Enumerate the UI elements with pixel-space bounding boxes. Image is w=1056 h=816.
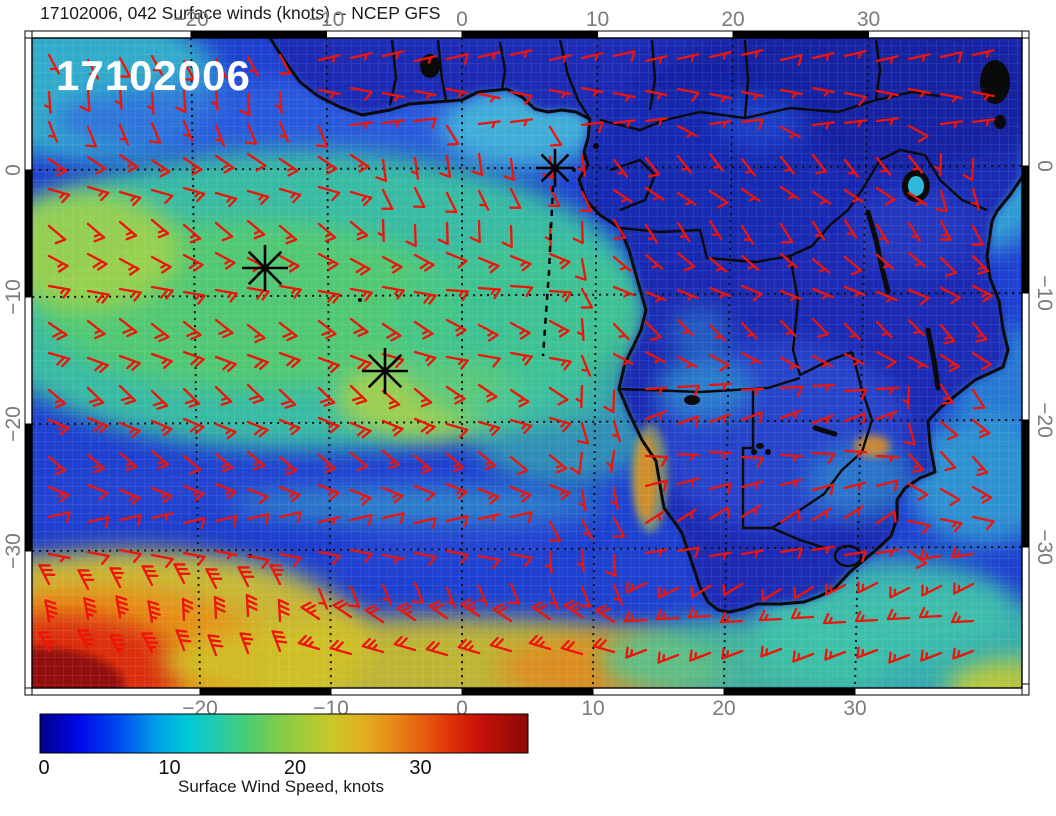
colorbar: 0 10 20 30 Surface Wind Speed, knots bbox=[38, 713, 529, 796]
axis-tick-label: 20 bbox=[712, 697, 735, 720]
axis-tick-label: 10 bbox=[581, 697, 604, 720]
waypoint-marker bbox=[362, 348, 408, 394]
axis-tick-label: 0 bbox=[456, 8, 468, 31]
plot-title: 17102006, 042 Surface winds (knots) -- N… bbox=[40, 3, 440, 23]
wind-barbs-layer bbox=[37, 49, 995, 664]
axis-tick-label: 30 bbox=[857, 8, 880, 31]
axis-tick-label: 30 bbox=[843, 697, 866, 720]
route-track-layer bbox=[541, 185, 555, 357]
axis-tick-label: 20 bbox=[721, 8, 744, 31]
axis-tick-label: 0 bbox=[1033, 160, 1056, 172]
lakes-layer bbox=[247, 54, 1010, 558]
axis-tick-label: 0 bbox=[456, 697, 468, 720]
axis-tick-label: −10 bbox=[309, 8, 345, 31]
colorbar-tick-label: 10 bbox=[158, 757, 180, 779]
axis-tick-label: −20 bbox=[2, 406, 25, 442]
axis-tick-label: 10 bbox=[586, 8, 609, 31]
route-markers-layer bbox=[242, 149, 574, 394]
waypoint-marker bbox=[242, 245, 288, 291]
axis-tick-label: −20 bbox=[1033, 402, 1056, 438]
axis-tick-label: −10 bbox=[2, 279, 25, 315]
datestamp-overlay: 17102006 bbox=[56, 52, 251, 99]
colorbar-bar bbox=[39, 713, 529, 754]
colorbar-tick-label: 20 bbox=[284, 757, 306, 779]
coastline-layer bbox=[268, 38, 1022, 614]
axis-tick-label: −20 bbox=[173, 8, 209, 31]
map-frame-layer bbox=[24, 30, 1030, 696]
colorbar-tick-labels: 0 10 20 30 bbox=[38, 757, 431, 779]
colorbar-tick-label: 30 bbox=[409, 757, 431, 779]
axis-tick-label: −10 bbox=[1033, 275, 1056, 311]
colorbar-tick-label: 0 bbox=[38, 757, 49, 779]
waypoint-marker bbox=[536, 149, 574, 187]
axis-tick-label: −30 bbox=[1033, 529, 1056, 565]
axis-tick-label: 0 bbox=[2, 164, 25, 176]
colorbar-title: Surface Wind Speed, knots bbox=[178, 777, 384, 796]
axis-tick-label: −30 bbox=[2, 533, 25, 569]
